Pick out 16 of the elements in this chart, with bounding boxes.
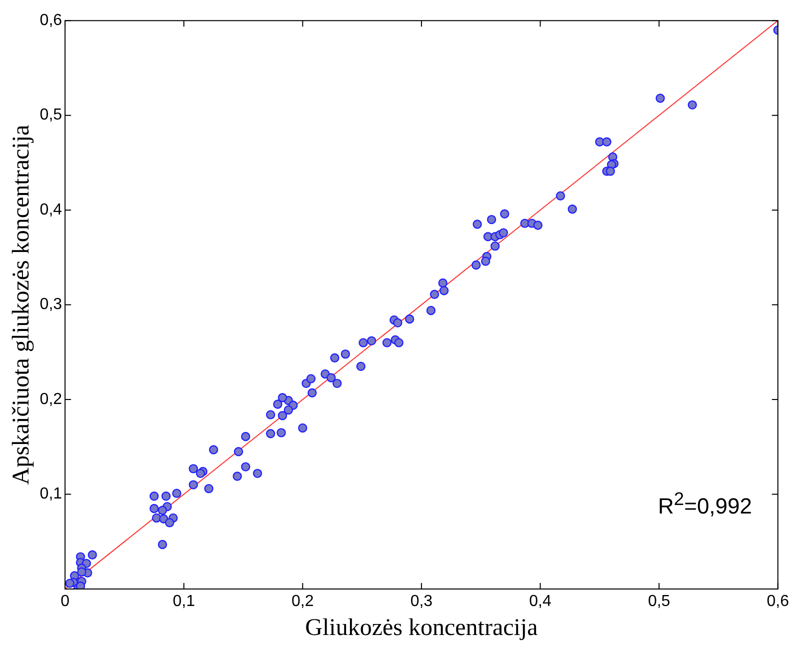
y-tick-label: 0,5 (40, 106, 62, 124)
x-tick-label: 0,3 (410, 593, 433, 610)
y-tick-label: 0,6 (40, 12, 62, 30)
x-tick-label: 0,5 (648, 593, 670, 610)
y-tick-label: 0,3 (40, 296, 62, 314)
x-tick-label: 0,6 (766, 593, 790, 610)
y-tick-label: 0,2 (40, 390, 62, 408)
x-tick-label: 0,2 (292, 593, 314, 610)
x-tick-label: 0 (60, 593, 70, 610)
x-axis-title: Gliukozės koncentracija (305, 614, 538, 641)
x-tick-label: 0,1 (172, 593, 196, 610)
y-axis-title: Apskaičiuota gliukozės koncentracija (8, 124, 35, 485)
y-tick-label: 0,4 (40, 201, 62, 218)
x-tick-label: 0,4 (529, 593, 552, 610)
y-tick-label: 0,1 (40, 486, 62, 503)
annotation: R$^{2}$=0,992 (658, 488, 752, 520)
